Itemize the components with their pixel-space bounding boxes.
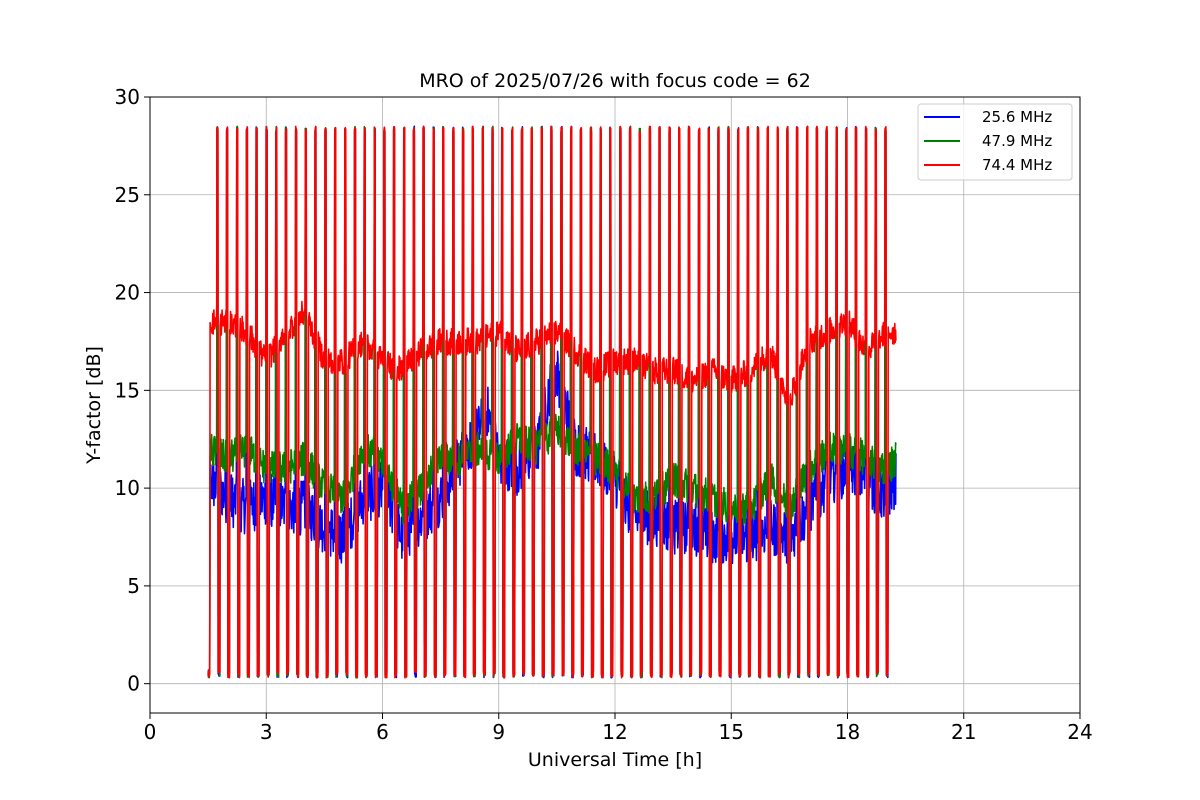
y-tick-label: 0 — [127, 672, 140, 696]
x-tick-label: 6 — [376, 720, 389, 744]
y-axis-label: Y-factor [dB] — [83, 346, 105, 465]
grid — [149, 96, 1081, 713]
y-tick-label: 5 — [127, 574, 140, 598]
x-tick-label: 18 — [835, 720, 860, 744]
legend-box — [917, 103, 1073, 181]
x-tick-label: 15 — [719, 720, 744, 744]
x-axis: 0 3 6 9 12 15 18 21 24 — [144, 713, 1093, 744]
y-axis: 0 5 10 15 20 25 30 — [115, 85, 150, 696]
chart-title: MRO of 2025/07/26 with focus code = 62 — [419, 70, 811, 92]
legend-label-47-9-mhz: 47.9 MHz — [982, 132, 1052, 150]
y-tick-label: 10 — [115, 476, 140, 500]
plot-area — [207, 125, 897, 679]
x-tick-label: 3 — [260, 720, 273, 744]
x-tick-label: 0 — [144, 720, 157, 744]
x-tick-label: 24 — [1067, 720, 1092, 744]
y-tick-label: 15 — [115, 378, 140, 402]
x-tick-label: 12 — [602, 720, 627, 744]
x-tick-label: 21 — [951, 720, 976, 744]
y-tick-label: 20 — [115, 281, 140, 305]
legend-label-25-6-mhz: 25.6 MHz — [982, 108, 1052, 126]
series-line-74-4-mhz — [207, 125, 897, 679]
x-axis-label: Universal Time [h] — [528, 749, 702, 771]
legend: 25.6 MHz 47.9 MHz 74.4 MHz — [917, 103, 1073, 181]
y-tick-label: 30 — [115, 85, 140, 109]
x-tick-label: 9 — [492, 720, 505, 744]
y-tick-label: 25 — [115, 183, 140, 207]
legend-label-74-4-mhz: 74.4 MHz — [982, 156, 1052, 174]
